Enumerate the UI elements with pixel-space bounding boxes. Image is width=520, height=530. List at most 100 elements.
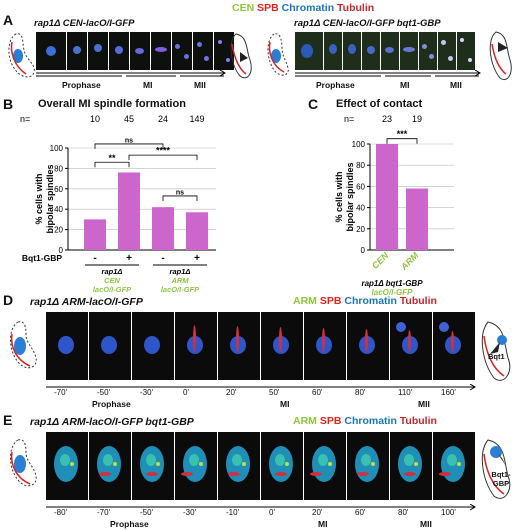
image-frame <box>218 432 260 500</box>
chart-c: n= 23 19 0 20 40 60 80 100 % cells withbipolar sp… <box>334 114 454 296</box>
chart-b-bqt-sign: - <box>93 253 96 264</box>
image-frame <box>390 312 432 380</box>
time-label: -70' <box>97 508 111 517</box>
image-frame <box>400 32 418 70</box>
tubulin-signal <box>275 472 287 476</box>
image-frame <box>390 432 432 500</box>
chart-c-n-label: n= <box>344 114 354 124</box>
image-frame <box>214 32 234 70</box>
panel-d-legend: ARM SPB Chromatin Tubulin <box>293 295 437 307</box>
panel-e-phase-mi: MI <box>318 519 328 529</box>
tubulin-signal <box>310 472 322 476</box>
tubulin-signal <box>439 472 451 476</box>
time-label: -50' <box>97 388 111 397</box>
time-label: 100' <box>441 508 456 517</box>
cell-schematic-d-right <box>481 321 511 381</box>
panel-a-right-phase-mi: MI <box>400 80 410 90</box>
image-frame <box>261 432 303 500</box>
panel-letter-e: E <box>3 412 13 428</box>
chart-b-group-marker: ARM <box>170 276 189 285</box>
time-label: -50' <box>140 508 154 517</box>
panel-d-schematic-label: Bqt1 <box>488 352 505 361</box>
chromatin-signal <box>439 322 449 332</box>
chart-c-tick-label: 80 <box>356 161 365 170</box>
time-label: -80' <box>54 508 68 517</box>
tubulin-signal <box>357 472 369 476</box>
panel-e-schematic-label: Bqt1-GBP <box>491 470 511 488</box>
cell-schematic-a-right-end <box>489 31 512 80</box>
panel-e-phase-prophase: Prophase <box>110 519 149 529</box>
panel-d-genotype: rap1Δ ARM-lacO/I-GFP <box>30 296 143 308</box>
arm-signal <box>285 462 289 466</box>
cell-schematic-a-left-end <box>230 33 252 79</box>
image-frame <box>433 312 475 380</box>
chart-b-group-suffix: lacO/I-GFP <box>161 285 200 294</box>
image-frame <box>304 312 346 380</box>
image-frame <box>46 432 88 500</box>
arm-signal <box>156 462 160 466</box>
tubulin-signal <box>404 472 416 476</box>
legend-spb: SPB <box>257 2 279 14</box>
chart-b-bqt-sign: + <box>194 253 200 264</box>
arm-signal <box>242 462 246 466</box>
tubulin-signal <box>365 329 368 352</box>
chromatin-signal <box>58 336 74 354</box>
panel-letter-c: C <box>308 96 319 112</box>
image-frame <box>193 32 213 70</box>
time-label: 50' <box>269 388 280 397</box>
image-frame <box>457 32 475 70</box>
chromatin-signal <box>60 454 70 466</box>
chart-b-ylabel: % cells withbipolar spindles <box>34 164 55 233</box>
panel-a-right-phase-prophase: Prophase <box>316 80 355 90</box>
image-frame <box>175 312 217 380</box>
panel-letter-b: B <box>3 96 14 112</box>
chart-b-title: Overall MI spindle formation <box>38 98 186 110</box>
image-frame <box>438 32 456 70</box>
tubulin-signal <box>322 328 325 352</box>
chart-c-tick-label: 60 <box>356 182 365 191</box>
arm-signal <box>371 462 375 466</box>
image-frame <box>295 32 323 70</box>
chart-c-footer-line2: lacO/I-GFP <box>372 288 414 296</box>
chart-c-n-value: 23 <box>382 114 392 124</box>
chart-c-tick-label: 20 <box>356 225 365 234</box>
time-label: -70' <box>54 388 68 397</box>
chromatin-signal <box>447 454 457 466</box>
chart-b-significance-label: ns <box>176 189 184 196</box>
legend-spb: SPB <box>319 295 342 307</box>
cell-schematic-e-left <box>10 439 37 487</box>
chromatin-signal <box>101 336 117 354</box>
arm-signal <box>328 462 332 466</box>
chart-b-tick-label: 20 <box>54 226 63 235</box>
tubulin-signal <box>228 472 240 476</box>
time-label: 20' <box>312 508 323 517</box>
panel-e-phase-mii: MII <box>420 519 432 529</box>
image-frame <box>132 432 174 500</box>
image-frame <box>46 312 88 380</box>
legend-chromatin: Chromatin <box>281 2 335 14</box>
cell-schematic-d-left <box>10 321 37 369</box>
image-frame <box>362 32 380 70</box>
panel-a-left-phase-mi: MI <box>143 80 153 90</box>
chart-b-significance-label: ** <box>108 153 116 163</box>
panel-d-phase-mii: MII <box>418 399 430 409</box>
chromatin-signal <box>189 454 199 466</box>
chart-c-significance-bracket <box>386 138 418 144</box>
panel-e-strip <box>46 432 475 500</box>
panel-a-right-phase-mii: MII <box>450 80 462 90</box>
chart-b-tick-label: 100 <box>50 144 64 153</box>
tubulin-signal <box>181 472 193 476</box>
time-label: 110' <box>398 388 413 397</box>
legend-arm: ARM <box>293 295 317 307</box>
chart-b-group-marker: CEN <box>104 276 120 285</box>
time-label: 60' <box>355 508 366 517</box>
time-label: 0' <box>269 508 275 517</box>
panel-letter-d: D <box>3 292 14 308</box>
image-frame <box>343 32 361 70</box>
chart-b-n-value: 149 <box>189 114 204 124</box>
time-label: 60' <box>312 388 323 397</box>
legend-chromatin: Chromatin <box>344 415 397 427</box>
chart-b-ylabel-line1: % cells with <box>34 173 44 224</box>
chart-c-footer-line1: rap1Δ bqt1-GBP <box>361 279 423 288</box>
panel-a-left-phase-mii: MII <box>194 80 206 90</box>
